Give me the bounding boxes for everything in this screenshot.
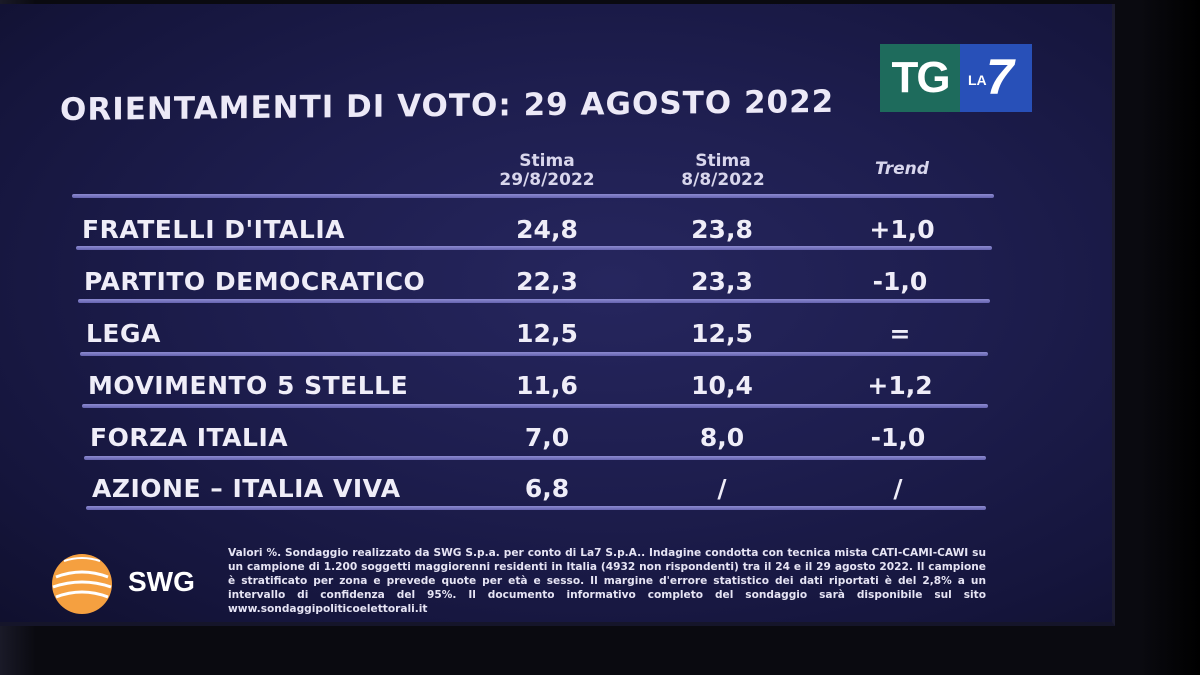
divider-row-2 bbox=[78, 299, 990, 303]
la7-logo: LA 7 bbox=[960, 44, 1032, 112]
swg-globe-icon bbox=[52, 554, 112, 614]
value-previous: / bbox=[717, 474, 727, 503]
divider-row-4 bbox=[82, 404, 988, 408]
tg-la7-logo: TG LA 7 bbox=[880, 44, 1032, 112]
swg-logo-text: SWG bbox=[128, 566, 195, 597]
value-previous: 23,8 bbox=[691, 215, 753, 244]
value-current: 11,6 bbox=[516, 371, 578, 400]
divider-row-6 bbox=[86, 506, 986, 510]
la7-logo-la: LA bbox=[968, 72, 987, 88]
party-label: PARTITO DEMOCRATICO bbox=[84, 267, 426, 296]
column-header-previous-line2: 8/8/2022 bbox=[681, 170, 765, 190]
divider-header bbox=[72, 194, 994, 198]
tg-logo-text: TG bbox=[880, 44, 960, 112]
value-trend: +1,2 bbox=[867, 371, 933, 400]
chart-title: ORIENTAMENTI DI VOTO: 29 AGOSTO 2022 bbox=[60, 83, 835, 129]
methodology-footnote: Valori %. Sondaggio realizzato da SWG S.… bbox=[228, 547, 986, 615]
broadcast-screen: ORIENTAMENTI DI VOTO: 29 AGOSTO 2022 TG … bbox=[0, 4, 1115, 626]
column-header-current: Stima 29/8/2022 bbox=[482, 152, 612, 190]
value-previous: 23,3 bbox=[691, 267, 753, 296]
value-trend: / bbox=[893, 474, 903, 503]
value-previous: 8,0 bbox=[699, 423, 745, 452]
value-current: 12,5 bbox=[516, 319, 578, 348]
party-label: FORZA ITALIA bbox=[90, 423, 289, 452]
column-header-current-line1: Stima bbox=[519, 151, 575, 171]
value-current: 6,8 bbox=[524, 474, 570, 503]
party-label: AZIONE – ITALIA VIVA bbox=[92, 474, 401, 503]
party-label: LEGA bbox=[86, 319, 161, 348]
divider-row-1 bbox=[76, 246, 992, 250]
value-current: 24,8 bbox=[516, 215, 578, 244]
value-previous: 10,4 bbox=[691, 371, 753, 400]
value-trend: +1,0 bbox=[869, 215, 935, 244]
column-header-trend: Trend bbox=[840, 160, 964, 179]
value-trend: -1,0 bbox=[870, 423, 926, 452]
value-previous: 12,5 bbox=[691, 319, 753, 348]
value-current: 22,3 bbox=[516, 267, 578, 296]
column-header-previous-line1: Stima bbox=[695, 151, 751, 171]
column-header-previous: Stima 8/8/2022 bbox=[658, 152, 788, 190]
party-label: MOVIMENTO 5 STELLE bbox=[88, 371, 409, 400]
column-header-current-line2: 29/8/2022 bbox=[499, 170, 595, 190]
value-current: 7,0 bbox=[524, 423, 570, 452]
value-trend: = bbox=[889, 319, 911, 348]
column-header-trend-line1: Trend bbox=[875, 159, 929, 179]
la7-logo-seven: 7 bbox=[986, 49, 1014, 105]
divider-row-5 bbox=[84, 456, 986, 460]
divider-row-3 bbox=[80, 352, 988, 356]
party-label: FRATELLI D'ITALIA bbox=[82, 215, 345, 244]
value-trend: -1,0 bbox=[872, 267, 928, 296]
